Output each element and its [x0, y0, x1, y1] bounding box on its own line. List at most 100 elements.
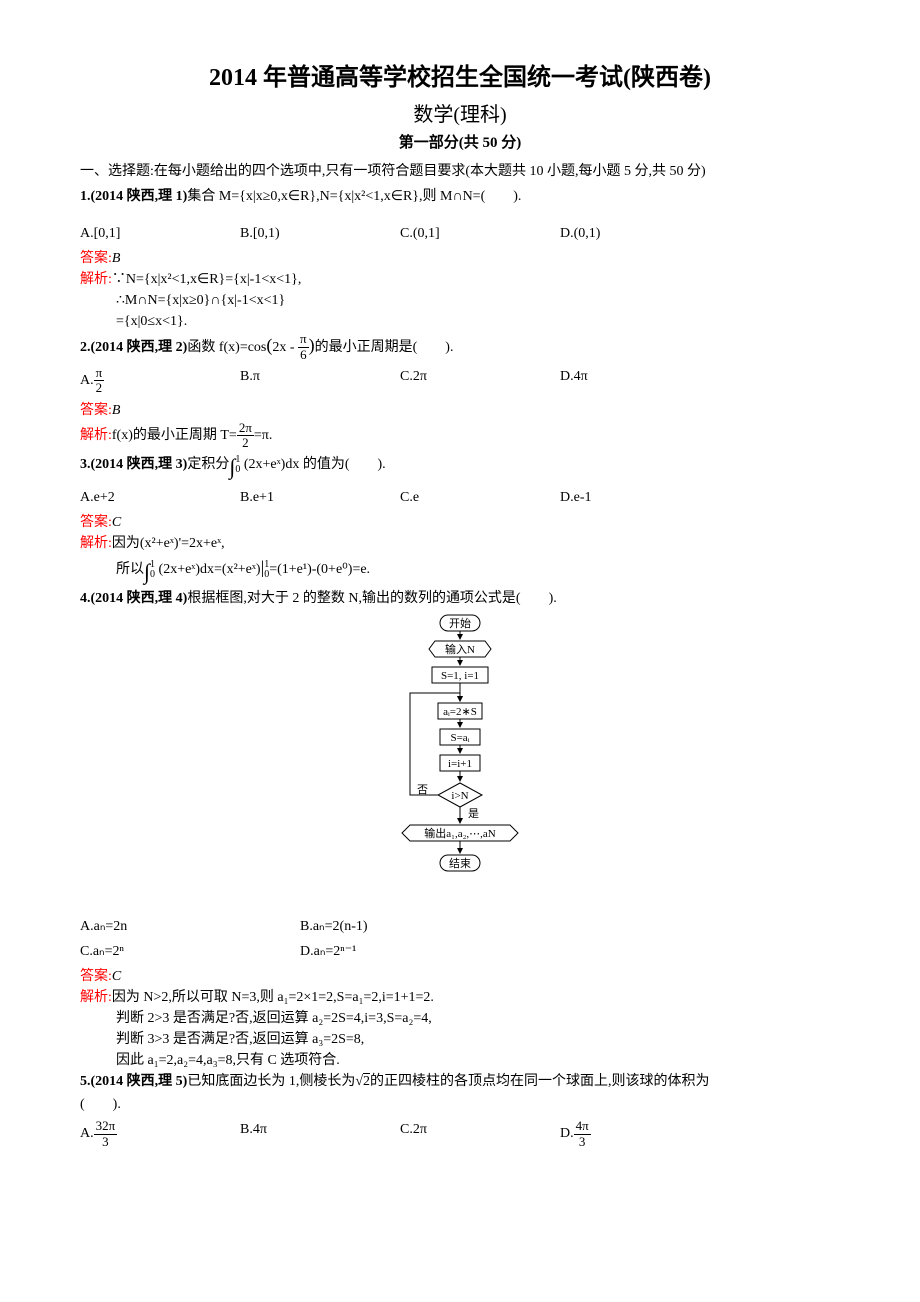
q1-label: 1.(2014 陕西,理 1)	[80, 189, 187, 204]
q3-ana1: 因为(x²+eˣ)'=2x+eˣ,	[112, 536, 225, 551]
q4-ana3: 判断 3>3 是否满足?否,返回运算 a₃=2S=8,	[80, 1029, 840, 1050]
q5-pre: 已知底面边长为 1,侧棱长为	[187, 1074, 355, 1089]
q3-label: 3.(2014 陕西,理 3)	[80, 457, 187, 472]
q2-ana-pre: f(x)的最小正周期 T=	[112, 428, 237, 443]
title-main: 2014 年普通高等学校招生全国统一考试(陕西卷)	[80, 60, 840, 96]
question-4: 4.(2014 陕西,理 4)根据框图,对大于 2 的整数 N,输出的数列的通项…	[80, 588, 840, 609]
q3-ana2-post: =(1+e¹)-(0+e⁰)=e.	[269, 562, 370, 577]
q2-answer-val: B	[112, 403, 121, 418]
q1-choice-b: B.[0,1)	[240, 223, 400, 244]
answer-label: 答案:	[80, 403, 112, 418]
svg-text:输出a₁,a₂,⋯,aN: 输出a₁,a₂,⋯,aN	[424, 826, 496, 840]
svg-text:开始: 开始	[449, 616, 471, 630]
q4-choices-1: A.aₙ=2n B.aₙ=2(n-1)	[80, 916, 840, 937]
title-sub: 数学(理科)	[80, 100, 840, 130]
q4-choice-c: C.aₙ=2ⁿ	[80, 941, 300, 962]
flowchart: 开始 输入N S=1, i=1 aᵢ=2∗S S=aᵢ i=i+1 i>N 否 …	[80, 613, 840, 910]
q5-choice-a: A.32π3	[80, 1119, 240, 1149]
analysis-label: 解析:	[80, 428, 112, 443]
q2-answer: 答案:B	[80, 400, 840, 421]
q1-choice-c: C.(0,1]	[400, 223, 560, 244]
q1-ana2: ∴M∩N={x|x≥0}∩{x|-1<x<1}	[80, 290, 840, 311]
svg-text:i>N: i>N	[451, 790, 468, 802]
svg-text:i=i+1: i=i+1	[448, 758, 472, 770]
q2-ana-post: =π.	[254, 428, 272, 443]
q5-a-num: 32π	[94, 1119, 118, 1134]
q5-post: 的正四棱柱的各顶点均在同一个球面上,则该球的体积为	[370, 1074, 710, 1089]
q2-pi-den: 6	[298, 348, 309, 362]
q2-inner: 2x -	[272, 340, 294, 355]
svg-text:是: 是	[468, 807, 479, 820]
q2-suffix: 的最小正周期是( ).	[315, 340, 454, 355]
section-instruction: 一、选择题:在每小题给出的四个选项中,只有一项符合题目要求(本大题共 10 小题…	[80, 161, 840, 182]
q2-choice-b: B.π	[240, 366, 400, 396]
q5-a-pref: A.	[80, 1126, 94, 1141]
q4-ana4: 因此 a₁=2,a₂=4,a₃=8,只有 C 选项符合.	[80, 1050, 840, 1071]
q3-ana2-mid: (2x+eˣ)dx=(x²+eˣ)	[159, 562, 261, 577]
analysis-label: 解析:	[80, 536, 112, 551]
q2-choice-a: A.π2	[80, 366, 240, 396]
title-part: 第一部分(共 50 分)	[80, 132, 840, 155]
question-3: 3.(2014 陕西,理 3)定积分∫10 (2x+eˣ)dx 的值为( ).	[80, 450, 840, 483]
q4-answer-val: C	[112, 969, 121, 984]
q2-ana-num: 2π	[237, 421, 254, 436]
q2-label: 2.(2014 陕西,理 2)	[80, 340, 187, 355]
q2-prefix: 函数 f(x)=cos	[187, 340, 266, 355]
svg-text:输入N: 输入N	[445, 642, 475, 656]
answer-label: 答案:	[80, 969, 112, 984]
q5-sqrt: 2	[363, 1073, 370, 1089]
q5-d-num: 4π	[574, 1119, 591, 1134]
q1-choice-a: A.[0,1]	[80, 223, 240, 244]
question-5: 5.(2014 陕西,理 5)已知底面边长为 1,侧棱长为√2的正四棱柱的各顶点…	[80, 1071, 840, 1092]
svg-text:否: 否	[417, 784, 428, 796]
q2-choice-c: C.2π	[400, 366, 560, 396]
q4-answer: 答案:C	[80, 966, 840, 987]
q3-choice-b: B.e+1	[240, 487, 400, 508]
q4-text: 根据框图,对大于 2 的整数 N,输出的数列的通项公式是( ).	[187, 591, 556, 606]
q3-lower: 0	[235, 465, 240, 475]
q3-answer-val: C	[112, 515, 121, 530]
q5-a-den: 3	[94, 1135, 118, 1149]
q3-choice-c: C.e	[400, 487, 560, 508]
q3-choice-d: D.e-1	[560, 487, 720, 508]
q2-a-den: 2	[94, 381, 105, 395]
q3-integrand: (2x+eˣ)dx 的值为( ).	[244, 457, 386, 472]
q4-analysis: 解析:因为 N>2,所以可取 N=3,则 a₁=2×1=2,S=a₁=2,i=1…	[80, 987, 840, 1008]
q2-choices: A.π2 B.π C.2π D.4π	[80, 366, 840, 396]
q5-choice-d: D.4π3	[560, 1119, 720, 1149]
q3-prefix: 定积分	[187, 457, 229, 472]
q1-text: 集合 M={x|x≥0,x∈R},N={x|x²<1,x∈R},则 M∩N=( …	[187, 189, 521, 204]
question-2: 2.(2014 陕西,理 2)函数 f(x)=cos(2x - π6)的最小正周…	[80, 332, 840, 363]
q5-choice-b: B.4π	[240, 1119, 400, 1149]
q5-label: 5.(2014 陕西,理 5)	[80, 1074, 187, 1089]
q5-choice-c: C.2π	[400, 1119, 560, 1149]
analysis-label: 解析:	[80, 990, 112, 1005]
q3-choices: A.e+2 B.e+1 C.e D.e-1	[80, 487, 840, 508]
q1-answer: 答案:B	[80, 248, 840, 269]
svg-text:S=1, i=1: S=1, i=1	[441, 670, 479, 682]
q3-answer: 答案:C	[80, 512, 840, 533]
q3-choice-a: A.e+2	[80, 487, 240, 508]
q5-d-pref: D.	[560, 1126, 574, 1141]
q4-choice-d: D.aₙ=2ⁿ⁻¹	[300, 941, 520, 962]
svg-text:aᵢ=2∗S: aᵢ=2∗S	[443, 706, 477, 718]
answer-label: 答案:	[80, 515, 112, 530]
q1-choices: A.[0,1] B.[0,1) C.(0,1] D.(0,1)	[80, 223, 840, 244]
q5-d-den: 3	[574, 1135, 591, 1149]
q4-choice-b: B.aₙ=2(n-1)	[300, 916, 520, 937]
q2-choice-d: D.4π	[560, 366, 720, 396]
q1-ana3: ={x|0≤x<1}.	[80, 311, 840, 332]
q5-choices: A.32π3 B.4π C.2π D.4π3	[80, 1119, 840, 1149]
q1-analysis: 解析:∵N={x|x²<1,x∈R}={x|-1<x<1},	[80, 269, 840, 290]
question-1: 1.(2014 陕西,理 1)集合 M={x|x≥0,x∈R},N={x|x²<…	[80, 186, 840, 207]
q2-a-num: π	[94, 366, 105, 381]
q3-ana2: 所以∫10 (2x+eˣ)dx=(x²+eˣ)|10=(1+e¹)-(0+e⁰)…	[80, 554, 840, 588]
q1-ana1: ∵N={x|x²<1,x∈R}={x|-1<x<1},	[112, 272, 301, 287]
q3-ana2-low: 0	[150, 570, 155, 580]
svg-text:S=aᵢ: S=aᵢ	[450, 732, 469, 744]
q4-choice-a: A.aₙ=2n	[80, 916, 300, 937]
sqrt-icon: √	[355, 1074, 363, 1089]
q2-frac: π6	[298, 332, 309, 362]
analysis-label: 解析:	[80, 272, 112, 287]
q4-choices-2: C.aₙ=2ⁿ D.aₙ=2ⁿ⁻¹	[80, 941, 840, 962]
